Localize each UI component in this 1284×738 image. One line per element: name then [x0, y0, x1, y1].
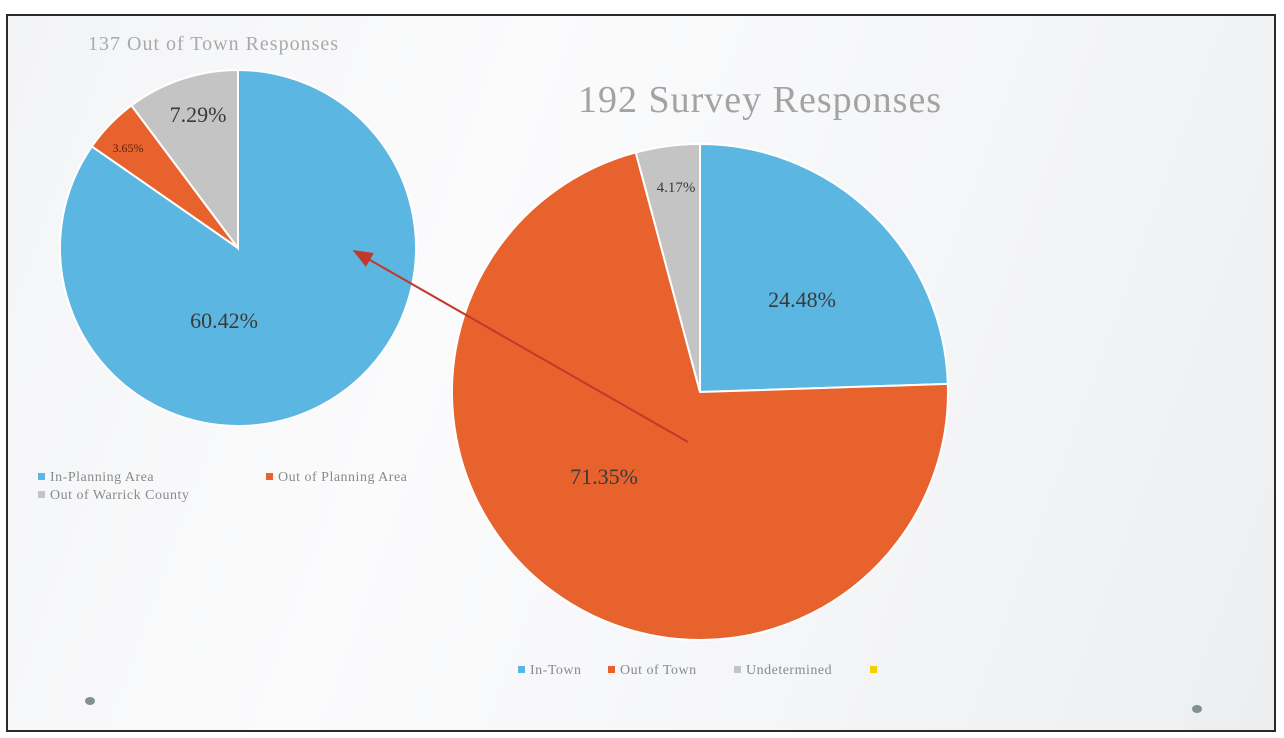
legend-item-out-of-warrick-county: Out of Warrick County — [38, 488, 189, 504]
legend-swatch — [870, 666, 877, 673]
legend-swatch — [734, 666, 741, 673]
legend-label: In-Town — [530, 663, 582, 678]
legend-label: Out of Warrick County — [50, 488, 189, 503]
legend-item-in-planning-area: In-Planning Area — [38, 470, 154, 486]
pie-label-out-of-town: 71.35% — [570, 464, 638, 489]
pie-label-out-of-planning-area: 3.65% — [113, 141, 144, 155]
legend-swatch — [608, 666, 615, 673]
legend-item-out-of-planning-area: Out of Planning Area — [266, 470, 407, 486]
small-chart-title: 137 Out of Town Responses — [88, 33, 339, 55]
legend-item-unlabeled — [870, 663, 882, 679]
slide-dot-right — [1192, 705, 1202, 713]
pie-label-out-of-warrick-county: 7.29% — [170, 102, 227, 127]
legend-swatch — [38, 473, 45, 480]
legend-swatch — [266, 473, 273, 480]
legend-swatch — [38, 491, 45, 498]
legend-label: Out of Planning Area — [278, 470, 407, 485]
pie-out-of-town: 60.42% 3.65% 7.29% — [60, 70, 416, 426]
large-chart-title: 192 Survey Responses — [578, 79, 942, 121]
legend-item-undetermined: Undetermined — [734, 663, 832, 679]
legend-label: Out of Town — [620, 663, 697, 678]
legend-item-in-town: In-Town — [518, 663, 582, 679]
slide-dot-left — [85, 697, 95, 705]
legend-label: In-Planning Area — [50, 470, 154, 485]
pie-label-undetermined: 4.17% — [657, 180, 696, 196]
legend-label: Undetermined — [746, 663, 832, 678]
pie-slice-in-town — [700, 144, 948, 392]
legend-item-out-of-town: Out of Town — [608, 663, 697, 679]
pie-survey-responses: 24.48% 71.35% 4.17% — [452, 144, 948, 640]
legend-swatch — [518, 666, 525, 673]
pie-label-in-planning-area: 60.42% — [190, 308, 258, 333]
pie-label-in-town: 24.48% — [768, 287, 836, 312]
